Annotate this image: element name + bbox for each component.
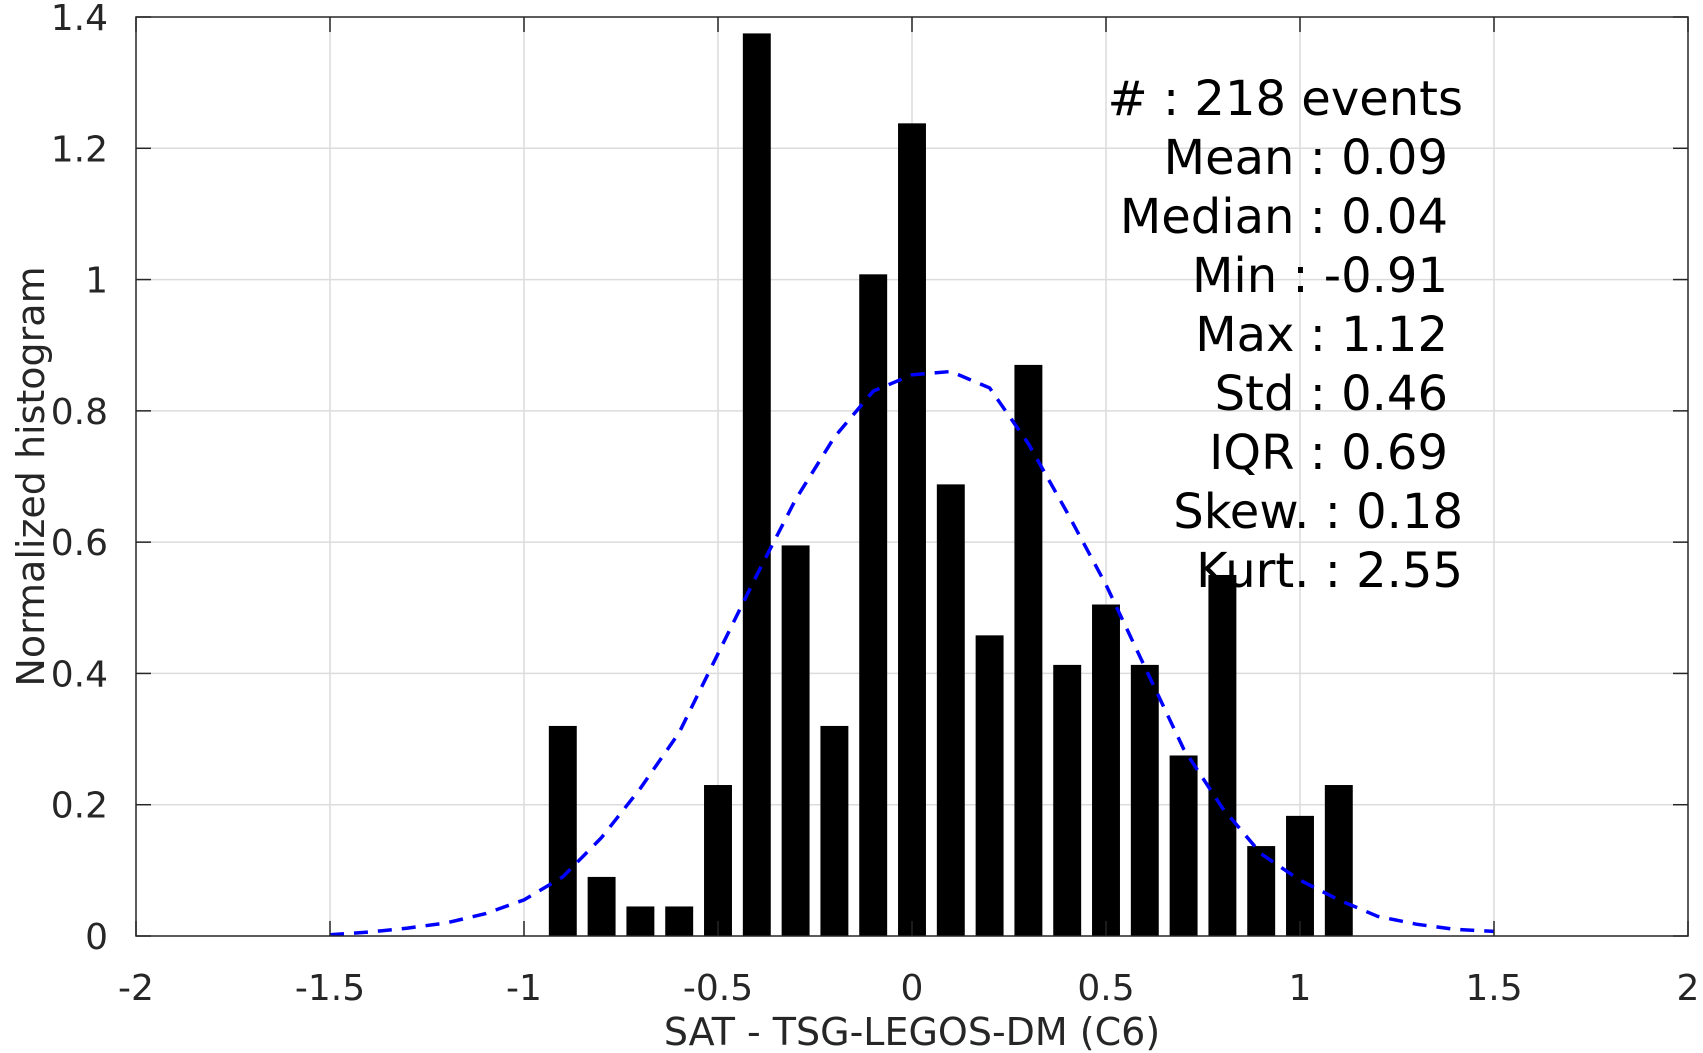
stat-kurtosis: Kurt. : 2.55 bbox=[1196, 543, 1463, 599]
y-tick-label: 0 bbox=[85, 917, 108, 958]
axis-ticks bbox=[135, 16, 1689, 937]
histogram-bar bbox=[1208, 574, 1237, 936]
histogram-bar bbox=[1169, 755, 1198, 936]
stat-mean: Mean : 0.09 bbox=[1164, 130, 1448, 186]
histogram-bar bbox=[742, 33, 771, 937]
y-axis-title: Normalized histogram bbox=[9, 266, 53, 686]
y-tick-label: 0.4 bbox=[51, 654, 108, 695]
stat-min: Min : -0.91 bbox=[1192, 248, 1448, 304]
x-tick-label: -2 bbox=[118, 968, 154, 1009]
y-tick-label: 1 bbox=[85, 261, 108, 302]
x-tick-label: 2 bbox=[1677, 968, 1700, 1009]
histogram-bar bbox=[587, 876, 616, 936]
histogram-bar bbox=[1092, 604, 1120, 936]
x-tick-label: -1 bbox=[506, 968, 542, 1009]
x-tick-label: 0.5 bbox=[1077, 968, 1134, 1009]
histogram-bar bbox=[1286, 815, 1314, 936]
x-axis-title: SAT - TSG-LEGOS-DM (C6) bbox=[664, 1010, 1160, 1053]
histogram-bar bbox=[859, 274, 888, 936]
x-tick-label: 1.5 bbox=[1465, 968, 1522, 1009]
histogram-bar bbox=[936, 484, 965, 936]
histogram-bar bbox=[704, 785, 732, 936]
stat-median: Median : 0.04 bbox=[1120, 189, 1448, 245]
histogram-bar bbox=[1324, 785, 1353, 936]
statistics-annotation: # : 218 events Mean : 0.09 Median : 0.04… bbox=[1108, 71, 1464, 599]
y-tick-label: 0.2 bbox=[51, 786, 108, 827]
x-tick-label: 1 bbox=[1289, 968, 1312, 1009]
y-tick-label: 1.2 bbox=[51, 129, 108, 170]
histogram-bar bbox=[548, 725, 577, 936]
y-tick-label: 1.4 bbox=[51, 0, 108, 39]
histogram-bars bbox=[548, 33, 1353, 937]
histogram-bar bbox=[898, 123, 926, 936]
histogram-bar bbox=[975, 635, 1004, 936]
y-tick-label: 0.6 bbox=[51, 523, 108, 564]
stat-max: Max : 1.12 bbox=[1195, 307, 1448, 363]
y-tick-label: 0.8 bbox=[51, 392, 108, 433]
histogram-bar bbox=[820, 725, 849, 936]
x-tick-labels: -2 -1.5 -1 -0.5 0 0.5 1 1.5 2 bbox=[118, 968, 1699, 1009]
stat-std: Std : 0.46 bbox=[1215, 366, 1448, 422]
stat-skewness: Skew. : 0.18 bbox=[1173, 484, 1463, 540]
x-tick-label: 0 bbox=[901, 968, 924, 1009]
y-tick-labels: 0 0.2 0.4 0.6 0.8 1 1.2 1.4 bbox=[51, 0, 108, 958]
histogram-bar bbox=[1130, 664, 1159, 936]
x-tick-label: -0.5 bbox=[683, 968, 753, 1009]
histogram-bar bbox=[1014, 364, 1043, 937]
histogram-bar bbox=[626, 906, 655, 936]
stat-iqr: IQR : 0.69 bbox=[1209, 425, 1448, 481]
histogram-bar bbox=[665, 906, 694, 936]
normal-fit-curve bbox=[329, 369, 1495, 937]
histogram-bar bbox=[781, 545, 810, 936]
x-tick-label: -1.5 bbox=[295, 968, 365, 1009]
histogram-bar bbox=[1053, 664, 1082, 936]
stat-count: # : 218 events bbox=[1108, 71, 1464, 127]
